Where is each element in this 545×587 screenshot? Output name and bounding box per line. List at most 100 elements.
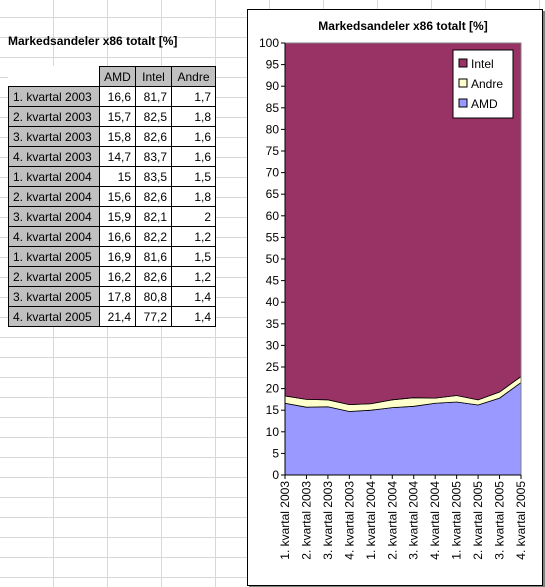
value-cell[interactable]: 77,2 <box>135 306 172 327</box>
value-cell[interactable]: 16,2 <box>99 266 136 287</box>
table-row: 1. kvartal 2003 16,6 81,7 1,7 <box>8 86 216 107</box>
y-tick-label: 10 <box>266 425 280 439</box>
sheet-title: Markedsandeler x86 totalt [%] <box>8 34 178 48</box>
table-row: 2. kvartal 2003 15,7 82,5 1,8 <box>8 106 216 127</box>
legend-label-intel: Intel <box>471 57 494 71</box>
legend-swatch-andre <box>458 78 468 88</box>
value-cell[interactable]: 15,7 <box>99 106 136 127</box>
value-cell[interactable]: 2 <box>171 206 216 227</box>
table-row: 1. kvartal 2004 15 83,5 1,5 <box>8 166 216 187</box>
row-label-cell[interactable]: 1. kvartal 2003 <box>8 86 100 107</box>
x-tick-label: 3. kvartal 2004 <box>407 481 421 560</box>
y-tick-label: 40 <box>266 295 280 309</box>
x-tick-label: 3. kvartal 2005 <box>493 481 507 560</box>
value-cell[interactable]: 82,6 <box>135 126 172 147</box>
x-tick-label: 4. kvartal 2004 <box>428 481 442 560</box>
y-tick-label: 65 <box>266 187 280 201</box>
value-cell[interactable]: 15,8 <box>99 126 136 147</box>
row-label-cell[interactable]: 2. kvartal 2005 <box>8 266 100 287</box>
table-row: 4. kvartal 2005 21,4 77,2 1,4 <box>8 306 216 327</box>
legend-label-amd: AMD <box>471 97 498 111</box>
value-cell[interactable]: 1,6 <box>171 146 216 167</box>
value-cell[interactable]: 16,6 <box>99 226 136 247</box>
value-cell[interactable]: 17,8 <box>99 286 136 307</box>
value-cell[interactable]: 83,5 <box>135 166 172 187</box>
row-label-cell[interactable]: 4. kvartal 2005 <box>8 306 100 327</box>
value-cell[interactable]: 83,7 <box>135 146 172 167</box>
x-tick-label: 1. kvartal 2005 <box>450 481 464 560</box>
chart-title: Markedsandeler x86 totalt [%] <box>318 19 487 33</box>
value-cell[interactable]: 1,7 <box>171 86 216 107</box>
column-header-andre[interactable]: Andre <box>171 66 216 87</box>
row-label-cell[interactable]: 3. kvartal 2005 <box>8 286 100 307</box>
x-tick-label: 2. kvartal 2004 <box>385 481 399 560</box>
row-label-cell[interactable]: 3. kvartal 2003 <box>8 126 100 147</box>
value-cell[interactable]: 80,8 <box>135 286 172 307</box>
value-cell[interactable]: 15,9 <box>99 206 136 227</box>
y-tick-label: 60 <box>266 209 280 223</box>
table-row: 3. kvartal 2003 15,8 82,6 1,6 <box>8 126 216 147</box>
table-row: 3. kvartal 2004 15,9 82,1 2 <box>8 206 216 227</box>
y-tick-label: 0 <box>272 468 279 482</box>
table-corner-cell <box>8 66 100 87</box>
value-cell[interactable]: 1,8 <box>171 106 216 127</box>
value-cell[interactable]: 1,4 <box>171 286 216 307</box>
y-tick-label: 55 <box>266 230 280 244</box>
y-tick-label: 35 <box>266 317 280 331</box>
value-cell[interactable]: 15 <box>99 166 136 187</box>
y-tick-label: 70 <box>266 166 280 180</box>
column-header-amd[interactable]: AMD <box>99 66 136 87</box>
y-tick-label: 95 <box>266 58 280 72</box>
x-tick-label: 4. kvartal 2003 <box>342 481 356 560</box>
y-tick-label: 25 <box>266 360 280 374</box>
value-cell[interactable]: 82,2 <box>135 226 172 247</box>
value-cell[interactable]: 1,5 <box>171 246 216 267</box>
x-tick-label: 1. kvartal 2004 <box>364 481 378 560</box>
value-cell[interactable]: 16,6 <box>99 86 136 107</box>
area-chart: Markedsandeler x86 totalt [%] 0 5 10 15 20 25 3… <box>259 19 528 560</box>
y-tick-label: 15 <box>266 403 280 417</box>
value-cell[interactable]: 82,6 <box>135 186 172 207</box>
legend-swatch-intel <box>458 58 468 68</box>
y-tick-label: 75 <box>266 144 280 158</box>
value-cell[interactable]: 1,4 <box>171 306 216 327</box>
row-label-cell[interactable]: 1. kvartal 2005 <box>8 246 100 267</box>
table-row: 4. kvartal 2004 16,6 82,2 1,2 <box>8 226 216 247</box>
y-tick-label: 30 <box>266 338 280 352</box>
y-tick-label: 20 <box>266 382 280 396</box>
value-cell[interactable]: 82,1 <box>135 206 172 227</box>
market-share-table: AMD Intel Andre 1. kvartal 2003 16,6 81,7 1… <box>8 66 216 327</box>
value-cell[interactable]: 82,5 <box>135 106 172 127</box>
value-cell[interactable]: 1,2 <box>171 266 216 287</box>
row-label-cell[interactable]: 2. kvartal 2003 <box>8 106 100 127</box>
value-cell[interactable]: 15,6 <box>99 186 136 207</box>
x-tick-label: 1. kvartal 2003 <box>278 481 292 560</box>
x-tick-label: 2. kvartal 2005 <box>471 481 485 560</box>
value-cell[interactable]: 1,2 <box>171 226 216 247</box>
value-cell[interactable]: 82,6 <box>135 266 172 287</box>
row-label-cell[interactable]: 4. kvartal 2003 <box>8 146 100 167</box>
y-tick-label: 50 <box>266 252 280 266</box>
y-tick-label: 5 <box>272 446 279 460</box>
table-row: 4. kvartal 2003 14,7 83,7 1,6 <box>8 146 216 167</box>
row-label-cell[interactable]: 2. kvartal 2004 <box>8 186 100 207</box>
row-label-cell[interactable]: 4. kvartal 2004 <box>8 226 100 247</box>
value-cell[interactable]: 1,6 <box>171 126 216 147</box>
y-tick-label: 85 <box>266 101 280 115</box>
value-cell[interactable]: 14,7 <box>99 146 136 167</box>
table-row: 3. kvartal 2005 17,8 80,8 1,4 <box>8 286 216 307</box>
value-cell[interactable]: 1,8 <box>171 186 216 207</box>
value-cell[interactable]: 81,6 <box>135 246 172 267</box>
row-label-cell[interactable]: 3. kvartal 2004 <box>8 206 100 227</box>
table-row: 2. kvartal 2004 15,6 82,6 1,8 <box>8 186 216 207</box>
table-body: 1. kvartal 2003 16,6 81,7 1,7 2. kvartal 200… <box>8 86 216 327</box>
value-cell[interactable]: 16,9 <box>99 246 136 267</box>
chart-object[interactable]: Markedsandeler x86 totalt [%] 0 5 10 15 20 25 3… <box>247 9 543 586</box>
x-tick-label: 4. kvartal 2005 <box>514 481 528 560</box>
column-header-intel[interactable]: Intel <box>135 66 172 87</box>
value-cell[interactable]: 1,5 <box>171 166 216 187</box>
value-cell[interactable]: 81,7 <box>135 86 172 107</box>
row-label-cell[interactable]: 1. kvartal 2004 <box>8 166 100 187</box>
value-cell[interactable]: 21,4 <box>99 306 136 327</box>
x-tick-label: 3. kvartal 2003 <box>321 481 335 560</box>
